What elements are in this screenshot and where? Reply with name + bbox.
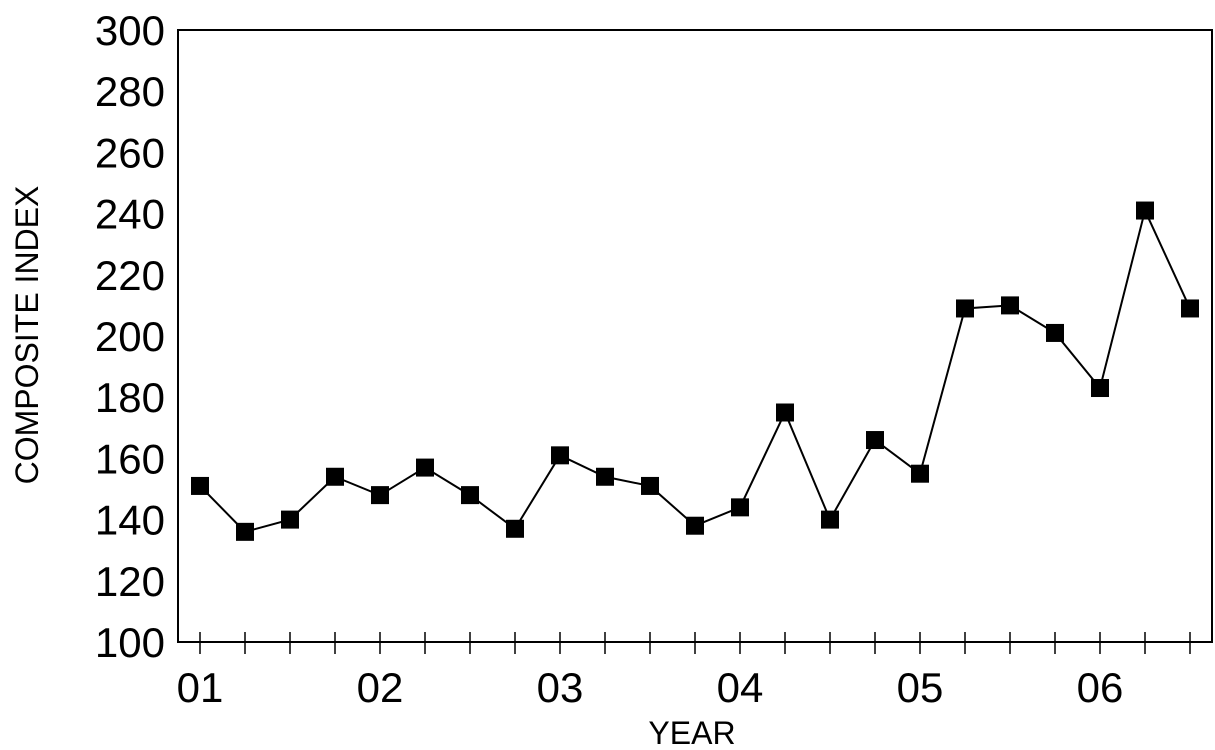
y-tick-label: 260 [95,129,165,176]
data-point [686,516,704,535]
data-point [416,458,434,477]
x-axis-title: YEAR [648,715,735,750]
data-point [956,299,974,318]
x-tick-label: 06 [1077,664,1124,711]
series-line [199,207,1191,533]
data-point [1046,323,1064,342]
data-point [551,446,569,465]
data-point [821,510,839,529]
data-point [641,476,659,495]
y-tick-label: 100 [95,619,165,666]
data-point [371,486,389,505]
data-point [326,467,344,486]
data-point [281,510,299,529]
x-tick-label: 04 [717,664,764,711]
x-tick-label: 01 [177,664,224,711]
data-point [461,486,479,505]
y-tick-label: 220 [95,252,165,299]
data-point [236,522,254,541]
y-tick-label: 200 [95,313,165,360]
y-tick-label: 140 [95,497,165,544]
data-point [506,519,524,538]
data-point [776,403,794,422]
data-point [596,467,614,486]
data-point [1001,296,1019,315]
y-tick-label: 240 [95,191,165,238]
y-tick-label: 300 [95,7,165,54]
data-point [1136,201,1154,220]
y-tick-label: 160 [95,435,165,482]
x-tick-label: 03 [537,664,584,711]
y-tick-label: 180 [95,374,165,421]
data-point [1181,299,1199,318]
y-tick-label: 120 [95,558,165,605]
data-point [1091,379,1109,398]
data-point [866,431,884,450]
y-tick-label: 280 [95,68,165,115]
data-point [191,476,209,495]
data-point [731,498,749,517]
x-tick-label: 02 [357,664,404,711]
y-axis-title: COMPOSITE INDEX [9,186,45,485]
data-point [911,464,929,483]
x-tick-label: 05 [897,664,944,711]
